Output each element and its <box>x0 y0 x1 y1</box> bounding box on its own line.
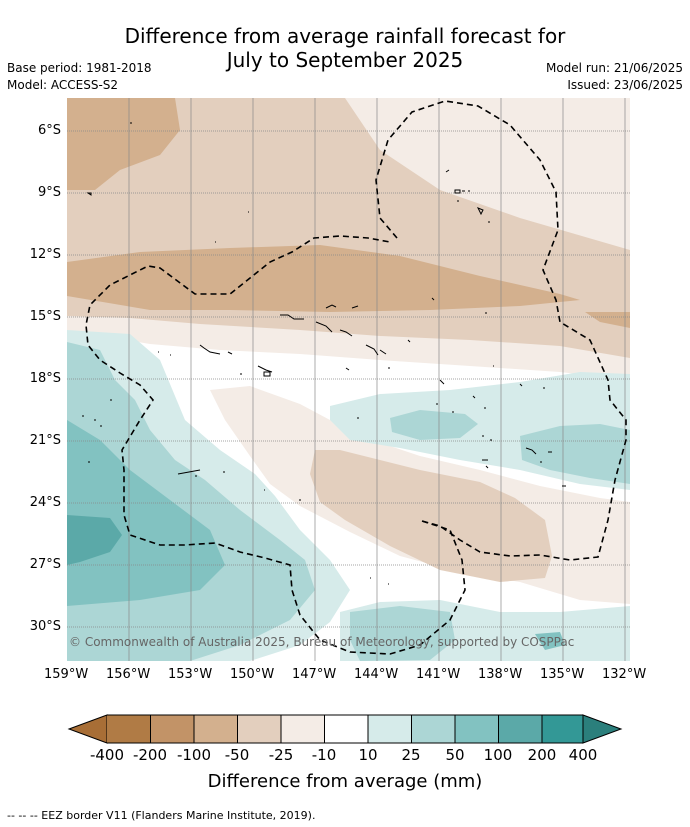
colorbar-swatch <box>107 715 151 743</box>
colorbar-swatch <box>281 715 325 743</box>
wet-east-25 <box>390 410 478 440</box>
wet-east-25b <box>520 424 630 484</box>
lon-tick-label: 156°W <box>106 667 151 682</box>
colorbar-tick-label: 25 <box>401 746 421 764</box>
colorbar-tick-label: -200 <box>132 746 168 764</box>
colorbar-tick-label: 400 <box>568 746 598 764</box>
dry-band-100-east <box>67 245 580 312</box>
colorbar-high-arrow <box>582 714 623 744</box>
colorbar-tick-label: -100 <box>176 746 212 764</box>
colorbar-swatch <box>237 715 281 743</box>
colorbar-title: Difference from average (mm) <box>207 771 483 792</box>
lat-tick-label: 6°S <box>37 123 61 138</box>
islands <box>82 122 566 585</box>
dry-patch-central-50 <box>310 450 552 582</box>
colorbar-swatch <box>455 715 499 743</box>
colorbar-swatch <box>150 715 194 743</box>
lon-tick-label: 147°W <box>292 667 337 682</box>
lat-tick-label: 27°S <box>29 557 61 572</box>
colorbar-tick-label: -400 <box>89 746 125 764</box>
colorbar-tick-label: 50 <box>445 746 465 764</box>
colorbar-swatch <box>542 715 583 743</box>
lon-tick-label: 132°W <box>602 667 647 682</box>
lat-tick-label: 12°S <box>29 247 61 262</box>
lon-tick-label: 135°W <box>540 667 585 682</box>
wet-region-50 <box>67 420 225 606</box>
colorbar-tick-label: -50 <box>224 746 250 764</box>
lat-tick-label: 15°S <box>29 309 61 324</box>
colorbar-tick-label: -10 <box>311 746 337 764</box>
map-title-line-1: Difference from average rainfall forecas… <box>124 24 566 48</box>
lon-tick-label: 144°W <box>354 667 399 682</box>
dry-band-100-edge <box>585 312 630 328</box>
colorbar-swatch <box>368 715 412 743</box>
wet-region-100 <box>67 515 122 565</box>
dry-band-100 <box>67 98 180 190</box>
eez-border <box>85 100 627 655</box>
lon-tick-label: 153°W <box>168 667 213 682</box>
wet-south-25 <box>350 606 455 661</box>
colorbar-swatch <box>411 715 455 743</box>
lon-tick-label: 138°W <box>478 667 523 682</box>
map-title-line-2: July to September 2025 <box>226 48 464 72</box>
model-text: Model: ACCESS-S2 <box>7 78 119 92</box>
colorbar-tick-label: 10 <box>358 746 378 764</box>
issued-text: Issued: 23/06/2025 <box>567 78 683 92</box>
lon-tick-label: 159°W <box>44 667 89 682</box>
colorbar-low-arrow <box>67 714 108 744</box>
colorbar-tick-label: 200 <box>527 746 557 764</box>
lon-tick-label: 141°W <box>416 667 461 682</box>
lon-tick-label: 150°W <box>230 667 275 682</box>
lat-tick-label: 18°S <box>29 371 61 386</box>
lat-tick-label: 24°S <box>29 495 61 510</box>
colorbar-swatch <box>498 715 542 743</box>
lat-tick-label: 21°S <box>29 433 61 448</box>
copyright-text: © Commonwealth of Australia 2025, Bureau… <box>69 635 574 649</box>
rainfall-map: © Commonwealth of Australia 2025, Bureau… <box>67 98 630 661</box>
map-gridlines <box>67 98 630 661</box>
base-period-text: Base period: 1981-2018 <box>7 61 152 75</box>
map-fill-layers <box>67 98 630 661</box>
colorbar-swatch <box>324 715 368 743</box>
lat-tick-label: 30°S <box>29 619 61 634</box>
wet-south-50 <box>535 632 565 650</box>
model-run-text: Model run: 21/06/2025 <box>545 61 683 75</box>
colorbar-tick-label: -25 <box>268 746 294 764</box>
colorbar <box>67 714 623 744</box>
colorbar-swatch <box>194 715 238 743</box>
lat-tick-label: 9°S <box>37 185 61 200</box>
eez-footnote: -- -- -- EEZ border V11 (Flanders Marine… <box>7 809 316 822</box>
colorbar-tick-label: 100 <box>483 746 513 764</box>
